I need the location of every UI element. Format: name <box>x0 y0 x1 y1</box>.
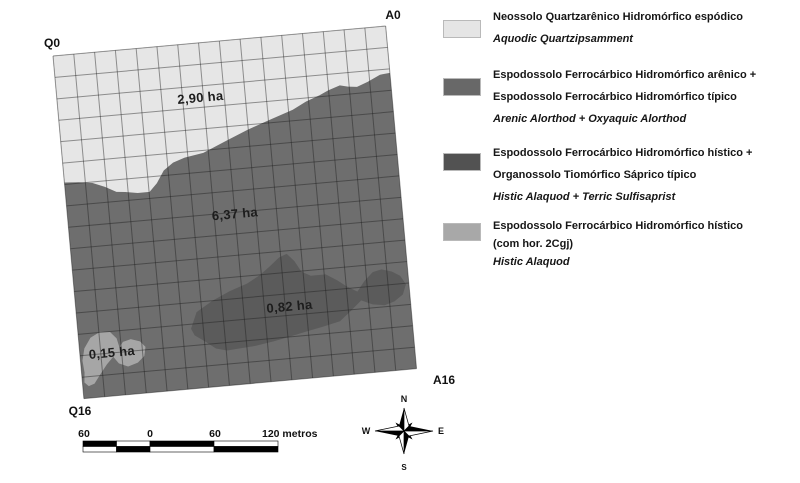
map-plot: 2,90 ha 6,37 ha 0,82 ha 0,15 ha <box>52 25 418 400</box>
legend-swatch-neossolo <box>443 20 481 38</box>
compass-rose-icon: N W E S <box>362 394 444 472</box>
scale-label-right60: 60 <box>209 428 221 440</box>
corner-label-a0: A0 <box>385 8 401 22</box>
compass-s-label: S <box>401 463 407 472</box>
legend-item-histico-2cgj: Espodossolo Ferrocárbico Hidromórfico hí… <box>443 217 795 271</box>
legend-swatch-histico-2cgj <box>443 223 481 241</box>
area-label-histico: 0,82 ha <box>266 297 314 316</box>
compass-n-label: N <box>401 394 408 404</box>
corner-label-q16: Q16 <box>69 404 92 418</box>
legend-line: Neossolo Quartzarênico Hidromórfico espó… <box>493 11 743 23</box>
legend-item-neossolo: Neossolo Quartzarênico Hidromórfico espó… <box>443 6 795 50</box>
area-label-espodossolo: 6,37 ha <box>211 204 259 223</box>
legend-line: Espodossolo Ferrocárbico Hidromórfico tí… <box>493 91 737 103</box>
zone-espodossolo-histico-2cgj <box>82 331 146 387</box>
legend-swatch-espodossolo-histico <box>443 153 481 171</box>
area-label-neossolo: 2,90 ha <box>177 88 225 107</box>
legend-item-espodossolo-arenico: Espodossolo Ferrocárbico Hidromórfico ar… <box>443 64 795 130</box>
legend-item-espodossolo-histico: Espodossolo Ferrocárbico Hidromórfico hí… <box>443 142 795 208</box>
legend-latin-name: Arenic Alorthod + Oxyaquic Alorthod <box>493 113 687 125</box>
compass-w-label: W <box>362 426 371 436</box>
corner-label-a16: A16 <box>433 373 455 387</box>
legend-line: Organossolo Tiomórfico Sáprico típico <box>493 169 697 181</box>
legend-latin-name: Histic Alaquod <box>493 256 570 268</box>
map-grid <box>52 25 418 400</box>
scale-bar <box>82 440 279 453</box>
legend-line: Espodossolo Ferrocárbico Hidromórfico hí… <box>493 220 743 232</box>
scale-label-zero: 0 <box>147 428 153 440</box>
legend-line: Espodossolo Ferrocárbico Hidromórfico hí… <box>493 147 753 159</box>
legend-line: (com hor. 2Cgj) <box>493 238 574 250</box>
compass-e-label: E <box>438 426 444 436</box>
scale-label-left60: 60 <box>78 428 90 440</box>
area-label-2cgj: 0,15 ha <box>88 343 136 362</box>
legend-latin-name: Histic Alaquod + Terric Sulfisaprist <box>493 191 676 203</box>
legend-line: Espodossolo Ferrocárbico Hidromórfico ar… <box>493 69 757 81</box>
legend-swatch-espodossolo-arenico <box>443 78 481 96</box>
corner-label-q0: Q0 <box>44 36 60 50</box>
scale-label-120-metros: 120 metros <box>262 428 318 440</box>
zone-neossolo-quartzarenico <box>53 26 390 193</box>
legend-latin-name: Aquodic Quartzipsamment <box>493 33 633 45</box>
zone-espodossolo-histico-organossolo <box>191 253 406 351</box>
